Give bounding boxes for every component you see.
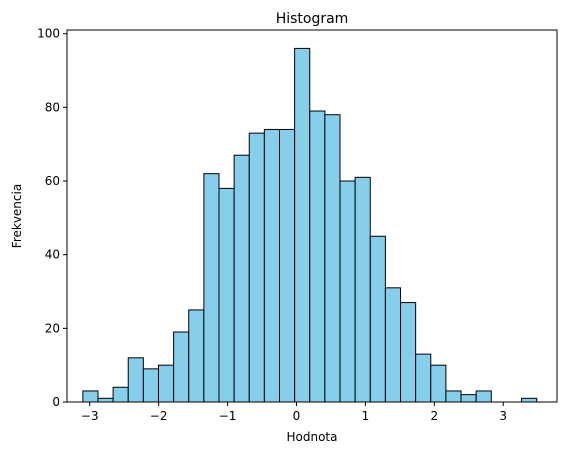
histogram-bar: [279, 128, 296, 403]
histogram-bar: [97, 397, 114, 403]
y-tick-label: 0: [52, 395, 60, 409]
x-tick-label: −2: [150, 409, 168, 423]
x-tick-label: −3: [81, 409, 99, 423]
histogram-bar: [127, 357, 144, 403]
histogram-bar: [460, 394, 477, 403]
histogram-bar: [82, 390, 99, 403]
histogram-bar: [173, 331, 190, 403]
y-tick-label: 20: [45, 321, 60, 335]
histogram-bar: [430, 364, 447, 403]
histogram-bar: [369, 235, 386, 403]
chart-title: Histogram: [276, 11, 349, 27]
y-tick-label: 100: [37, 27, 60, 41]
x-tick-label: −1: [219, 409, 237, 423]
histogram-bar: [188, 309, 205, 403]
histogram-bar: [475, 390, 492, 403]
histogram-bar: [112, 386, 129, 403]
x-axis-ticks: −3 −2 −1 0 1 2 3: [81, 402, 507, 423]
y-tick-label: 40: [45, 248, 60, 262]
x-tick-label: 1: [362, 409, 370, 423]
histogram-bar: [218, 187, 235, 403]
histogram-bar: [142, 368, 159, 403]
plot-frame: [66, 29, 558, 403]
x-tick-label: 0: [293, 409, 301, 423]
histogram-bar: [263, 128, 281, 403]
histogram-bar: [415, 353, 432, 403]
histogram-bar: [248, 132, 265, 403]
histogram-bar: [157, 364, 175, 403]
y-tick-label: 60: [45, 174, 60, 188]
histogram-bar: [384, 287, 402, 403]
x-tick-label: 2: [431, 409, 439, 423]
x-tick-label: 3: [499, 409, 507, 423]
histogram-bar: [354, 176, 371, 403]
y-axis-label: Frekvencia: [10, 184, 24, 248]
histogram-bar: [324, 114, 341, 403]
histogram-bar: [203, 173, 220, 403]
histogram-bar: [233, 154, 250, 403]
histogram-bar: [400, 302, 417, 403]
histogram-bar: [521, 397, 538, 403]
x-axis-label: Hodnota: [287, 430, 338, 444]
histogram-bar: [309, 110, 326, 403]
histogram-bar: [294, 47, 311, 403]
bars-group: [82, 47, 538, 403]
histogram-bar: [339, 180, 356, 403]
y-axis-ticks: 0 20 40 60 80 100: [37, 27, 67, 409]
y-tick-label: 80: [45, 100, 60, 114]
histogram-bar: [445, 390, 462, 403]
